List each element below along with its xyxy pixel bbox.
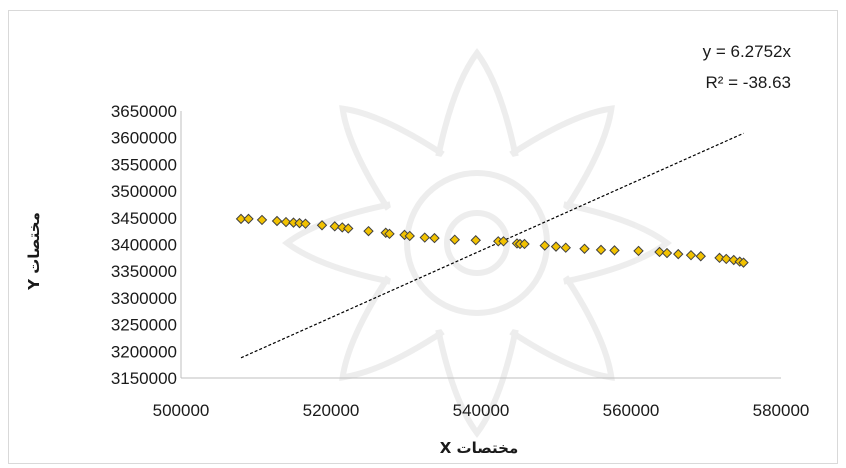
watermark-petal bbox=[282, 201, 391, 285]
data-point bbox=[579, 243, 590, 254]
y-tick-label: 3650000 bbox=[111, 102, 177, 121]
data-point bbox=[470, 235, 481, 246]
y-tick-label: 3600000 bbox=[111, 129, 177, 148]
y-tick-label: 3350000 bbox=[111, 262, 177, 281]
trendline-equation: y = 6.2752x bbox=[703, 42, 792, 61]
data-point bbox=[738, 257, 749, 268]
data-point bbox=[429, 232, 440, 244]
data-point bbox=[329, 221, 340, 232]
data-point bbox=[714, 252, 725, 264]
y-tick-labels: 3150000 3200000 3250000 3300000 3350000 34000… bbox=[111, 102, 177, 388]
data-point bbox=[673, 248, 684, 260]
x-tick-label: 560000 bbox=[603, 401, 660, 420]
watermark-petal bbox=[509, 275, 615, 381]
x-axis-title: مختصات X bbox=[440, 439, 519, 457]
y-tick-label: 3550000 bbox=[111, 155, 177, 174]
x-tick-label: 500000 bbox=[153, 401, 210, 420]
x-tick-label: 580000 bbox=[753, 401, 810, 420]
data-point bbox=[363, 225, 374, 237]
watermark-petal bbox=[435, 329, 519, 438]
data-point bbox=[243, 213, 254, 225]
y-axis-title: مختصات Y bbox=[25, 212, 43, 291]
watermark-petal bbox=[563, 201, 672, 285]
y-tick-label: 3150000 bbox=[111, 369, 177, 388]
data-point bbox=[633, 245, 644, 257]
y-tick-label: 3400000 bbox=[111, 236, 177, 255]
y-tick-label: 3450000 bbox=[111, 209, 177, 228]
watermark-petal bbox=[339, 275, 445, 381]
data-point bbox=[419, 232, 430, 243]
watermark-petal bbox=[435, 48, 519, 157]
data-point bbox=[271, 215, 283, 227]
data-point bbox=[685, 249, 697, 261]
y-tick-label: 3500000 bbox=[111, 182, 177, 201]
data-point bbox=[300, 218, 311, 229]
data-point bbox=[343, 223, 354, 234]
watermark-petal bbox=[339, 105, 445, 211]
data-point bbox=[280, 216, 292, 228]
data-point bbox=[654, 246, 665, 258]
y-tick-label: 3300000 bbox=[111, 289, 177, 308]
data-point bbox=[550, 241, 562, 252]
data-point bbox=[560, 242, 571, 253]
data-point bbox=[661, 247, 673, 259]
data-point bbox=[695, 251, 706, 262]
data-point bbox=[721, 253, 732, 265]
data-point bbox=[595, 244, 607, 256]
data-point bbox=[384, 228, 395, 240]
y-tick-label: 3200000 bbox=[111, 342, 177, 361]
data-point bbox=[498, 236, 509, 247]
chart-frame: 3150000 3200000 3250000 3300000 3350000 34000… bbox=[8, 10, 838, 464]
data-point bbox=[256, 214, 268, 226]
watermark-petal bbox=[509, 105, 615, 211]
data-point bbox=[519, 238, 530, 250]
r-squared-label: R² = -38.63 bbox=[705, 73, 791, 92]
data-point bbox=[404, 230, 415, 242]
x-tick-labels: 500000 520000 540000 560000 580000 bbox=[153, 401, 810, 420]
x-tick-label: 520000 bbox=[303, 401, 360, 420]
scatter-chart: 3150000 3200000 3250000 3300000 3350000 34000… bbox=[25, 42, 810, 457]
y-tick-label: 3250000 bbox=[111, 316, 177, 335]
data-point bbox=[316, 220, 328, 231]
data-points bbox=[235, 213, 749, 268]
x-tick-label: 540000 bbox=[453, 401, 510, 420]
data-point bbox=[235, 213, 247, 225]
trendline-group bbox=[240, 132, 744, 359]
data-point bbox=[609, 245, 620, 256]
data-point bbox=[539, 240, 550, 251]
data-point bbox=[449, 234, 460, 245]
trendline bbox=[240, 132, 744, 359]
